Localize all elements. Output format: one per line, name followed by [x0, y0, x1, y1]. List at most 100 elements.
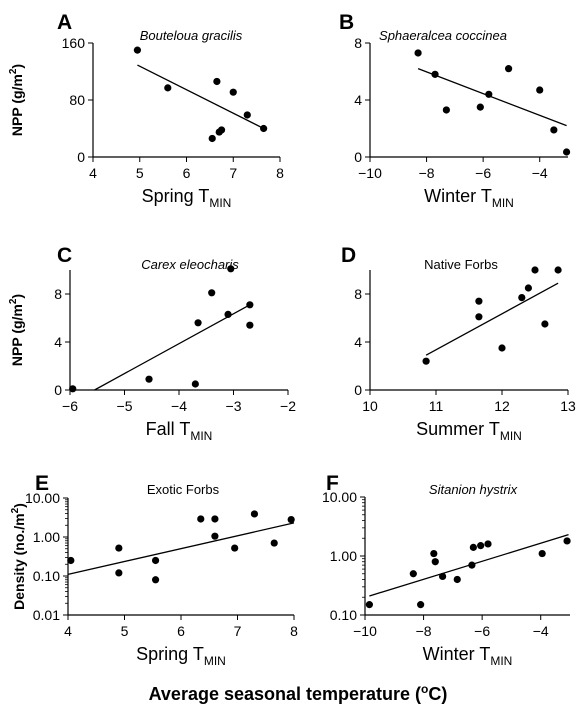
data-point	[208, 289, 216, 297]
data-point	[475, 313, 483, 321]
data-point	[505, 65, 513, 73]
panel-title: Sphaeralcea coccinea	[379, 28, 507, 43]
y-tick-label: 160	[62, 35, 86, 51]
panel-e: 4 5 6 7 8 0.01 0.10 1.00 10.00E Exotic Forbs Sprin…	[10, 472, 298, 668]
x-tick-label: −4	[532, 165, 548, 181]
trend-line	[137, 64, 264, 130]
data-point	[246, 321, 254, 329]
data-point	[231, 544, 239, 552]
y-tick-label: 0	[54, 382, 62, 398]
panel-b: −10 −8 −6 −4 0 4 8B Sphaeralcea coccinea Winter …	[339, 11, 571, 210]
data-point	[211, 515, 219, 523]
data-point	[224, 310, 232, 318]
y-axis-label: NPP (g/m2)	[8, 64, 25, 136]
x-tick-label: −4	[533, 623, 549, 639]
data-point	[431, 558, 439, 566]
y-tick-label: 0.01	[33, 607, 60, 623]
data-point	[133, 46, 142, 54]
panel-letter: D	[341, 244, 356, 267]
x-axis-label: Fall TMIN	[146, 419, 213, 443]
data-point	[468, 561, 476, 569]
x-tick-label: 5	[121, 623, 129, 639]
data-point	[227, 265, 235, 273]
data-point	[439, 572, 447, 581]
trend-line	[425, 282, 559, 356]
x-tick-label: 6	[183, 165, 191, 181]
panel-title: Carex eleocharis	[141, 257, 239, 272]
data-point	[194, 319, 202, 327]
y-tick-label: 0	[354, 149, 362, 165]
data-point	[431, 70, 439, 78]
y-tick-label: 80	[69, 92, 85, 108]
x-axis-label: Winter TMIN	[423, 644, 513, 668]
trend-line	[67, 522, 295, 576]
data-point	[430, 549, 438, 558]
panel-title: Native Forbs	[424, 257, 498, 272]
panel-letter: F	[326, 472, 339, 495]
x-tick-label: 7	[229, 165, 237, 181]
y-tick-label: 4	[354, 92, 362, 108]
x-tick-label: −3	[226, 398, 242, 414]
panel-letter: A	[57, 11, 72, 34]
data-point	[484, 540, 492, 548]
data-point	[554, 266, 562, 274]
data-point	[475, 297, 483, 305]
data-point	[422, 357, 430, 365]
y-tick-label: 4	[354, 334, 362, 350]
x-tick-label: −6	[475, 165, 491, 181]
data-point	[518, 294, 526, 302]
panel-f: −10 −8 −6 −4 0.10 1.00 10.00F Sitanion hystrix W…	[322, 472, 571, 668]
data-point	[417, 601, 425, 609]
y-axis-label: NPP (g/m2)	[8, 294, 25, 366]
x-tick-label: −8	[416, 623, 432, 639]
data-point	[485, 90, 493, 98]
data-point	[115, 544, 123, 552]
x-tick-label: −4	[171, 398, 187, 414]
data-point	[208, 134, 216, 143]
y-tick-label: 1.00	[33, 529, 60, 545]
x-tick-label: 8	[276, 165, 284, 181]
x-tick-label: 11	[429, 398, 444, 414]
data-point	[409, 570, 417, 578]
data-point	[250, 510, 259, 518]
panel-title: Exotic Forbs	[147, 482, 220, 497]
x-tick-label: −8	[419, 165, 435, 181]
data-point	[115, 569, 123, 577]
data-point	[524, 284, 533, 292]
y-tick-label: 8	[354, 286, 362, 302]
data-point	[477, 542, 485, 550]
y-tick-label: 0	[354, 382, 362, 398]
data-point	[67, 556, 75, 565]
x-tick-label: 4	[64, 623, 72, 639]
data-point	[211, 532, 219, 540]
x-tick-label: −5	[117, 398, 133, 414]
panel-letter: C	[57, 244, 72, 267]
data-point	[270, 539, 278, 547]
data-point	[541, 320, 549, 328]
data-point	[531, 266, 539, 274]
data-point	[217, 126, 226, 134]
shared-x-axis-title: Average seasonal temperature (oC)	[149, 682, 448, 704]
data-point	[562, 148, 571, 156]
x-tick-label: −6	[474, 623, 490, 639]
x-tick-label: 4	[89, 165, 97, 181]
x-tick-label: −10	[353, 623, 377, 639]
x-axis-label: Summer TMIN	[416, 419, 522, 443]
y-axis-label: Density (no./m2)	[10, 503, 27, 610]
x-tick-label: 10	[362, 398, 378, 414]
x-tick-label: 7	[234, 623, 242, 639]
data-point	[243, 111, 251, 119]
trend-line	[417, 68, 567, 127]
data-point	[563, 537, 571, 545]
data-point	[550, 126, 558, 134]
panel-letter: B	[339, 11, 354, 34]
data-point	[536, 86, 544, 94]
panel-c: −6 −5 −4 −3 −2 0 4 8 C Carex eleocharis Fall TMIN N…	[8, 244, 296, 443]
data-point	[213, 77, 221, 86]
y-tick-label: 10.00	[25, 490, 60, 506]
data-point	[442, 106, 450, 114]
data-point	[197, 515, 205, 523]
x-axis-label: Winter TMIN	[424, 186, 514, 210]
data-point	[151, 576, 160, 584]
